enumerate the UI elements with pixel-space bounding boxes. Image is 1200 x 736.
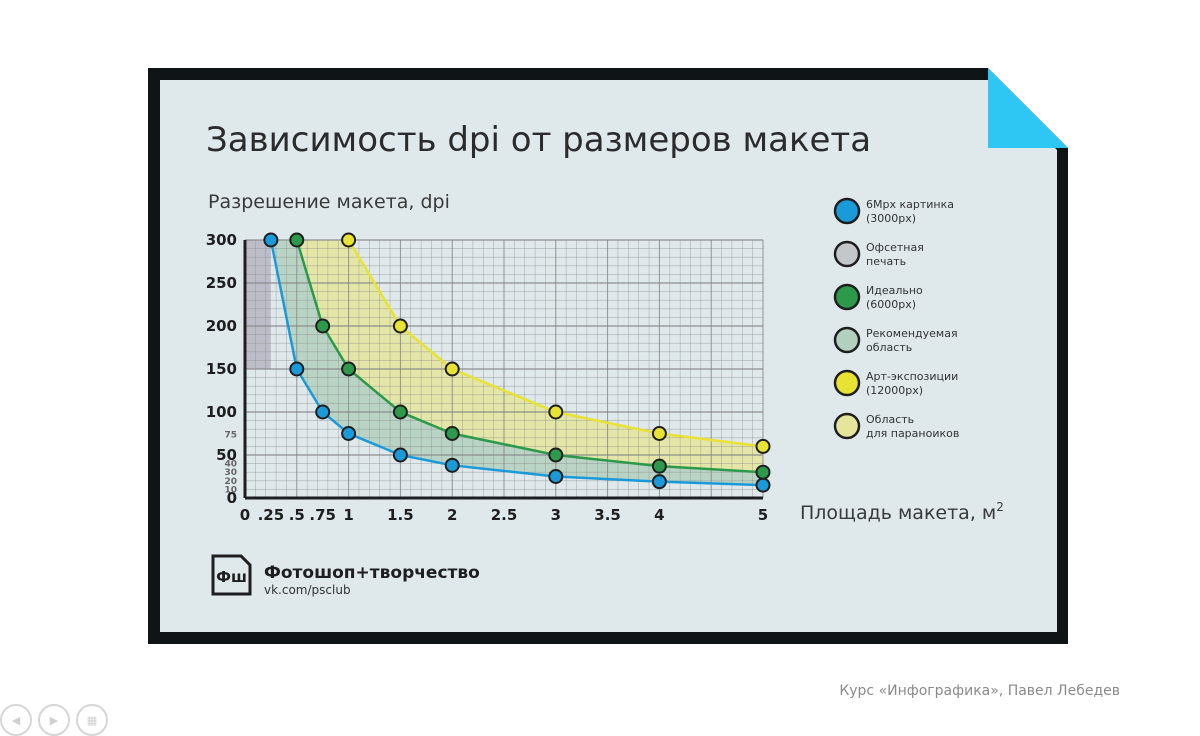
x-tick-label: 2.5: [491, 506, 518, 524]
x-tick-label: 3: [551, 506, 561, 524]
slides-overview-icon[interactable]: ▦: [76, 704, 108, 736]
series-0-point-5: [444, 457, 460, 473]
footer-credit: Курс «Инфографика», Павел Лебедев: [839, 683, 1120, 699]
legend-label-line1: Идеально: [866, 284, 923, 297]
logo-mark-text: Фш: [216, 568, 247, 586]
y-tick-label: 150: [206, 360, 237, 378]
legend-swatch-3: [833, 326, 861, 354]
series-line-1: [295, 239, 764, 474]
legend-label-line2: (12000px): [866, 384, 923, 397]
legend-label-line1: Арт-экспозиции: [866, 370, 958, 383]
legend-label-line2: область: [866, 341, 912, 354]
slide-nav: ◀ ▶ ▦: [0, 704, 108, 736]
chart-title: Зависимость dpi от размеров макета: [206, 120, 871, 160]
series-2-point-2: [444, 361, 460, 377]
series-2-point-3: [548, 404, 564, 420]
chart-axes: [243, 240, 763, 500]
x-axis-label-text: Площадь макета, м: [800, 502, 996, 524]
area-1: [270, 240, 763, 486]
y-tick-label: 0: [227, 489, 237, 507]
legend-swatch-0: [833, 197, 861, 225]
legend-label-line1: Офсетная: [866, 241, 924, 254]
y-tick-label-minor: 30: [224, 468, 237, 478]
legend-label-line2: (3000px): [866, 212, 916, 225]
legend-swatch-2: [833, 283, 861, 311]
legend-label-line1: 6Мрх картинка: [866, 198, 954, 211]
x-axis-label-sup: 2: [996, 500, 1004, 514]
series-0-point-3: [341, 426, 357, 441]
series-0-point-7: [651, 474, 667, 490]
y-tick-label-minor: 20: [224, 477, 237, 487]
series-0-point-8: [755, 477, 771, 493]
series-0-point-6: [548, 469, 564, 484]
y-tick-label: 200: [206, 317, 237, 335]
logo-mark-icon: [211, 554, 252, 596]
series-1-point-6: [651, 458, 667, 474]
logo-name: Фотошоп+творчество: [264, 563, 480, 583]
area-offset-print: [245, 240, 271, 369]
x-tick-label: .75: [309, 506, 336, 524]
logo-url: vk.com/psclub: [264, 583, 351, 597]
x-tick-label: 1.5: [387, 506, 414, 524]
y-tick-label: 50: [216, 446, 237, 464]
prev-slide-icon[interactable]: ◀: [0, 704, 32, 736]
x-axis-label: Площадь макета, м2: [800, 500, 1004, 524]
x-tick-label: 4: [654, 506, 664, 524]
series-1-point-4: [444, 426, 460, 441]
y-tick-label: 100: [206, 403, 237, 421]
x-tick-label: .5: [289, 506, 305, 524]
series-0-point-0: [263, 232, 279, 248]
legend-label-line1: Область: [866, 413, 914, 426]
legend-label-line2: печать: [866, 255, 906, 268]
x-tick-label: 0: [240, 506, 250, 524]
card-background: [160, 80, 1057, 632]
series-2-point-5: [755, 438, 771, 454]
series-line-2: [347, 239, 764, 448]
series-1-point-0: [289, 232, 305, 248]
series-2-point-4: [651, 426, 667, 441]
series-0-point-4: [392, 447, 408, 463]
series-2-point-0: [341, 232, 357, 248]
corner-fold: [988, 68, 1068, 148]
legend-swatch-1: [833, 240, 861, 268]
series-1-point-1: [315, 318, 331, 334]
x-tick-label: 1: [343, 506, 353, 524]
series-2-point-1: [392, 318, 408, 334]
logo: Фш Фотошоп+творчество vk.com/psclub: [211, 554, 480, 597]
chart-series-points: [263, 232, 771, 493]
x-tick-label: 5: [758, 506, 768, 524]
legend-swatch-4: [833, 369, 861, 397]
y-tick-label: 250: [206, 274, 237, 292]
series-1-point-7: [755, 464, 771, 480]
x-tick-label: 3.5: [594, 506, 621, 524]
legend-label-line2: для параноиков: [866, 427, 959, 440]
legend-swatch-5: [833, 412, 861, 440]
y-tick-label-minor: 10: [224, 485, 237, 495]
chart-areas: [245, 240, 763, 486]
legend-label-line1: Рекомендуемая: [866, 327, 958, 340]
series-1-point-5: [548, 447, 564, 463]
series-1-point-3: [392, 404, 408, 420]
x-tick-label: 2: [447, 506, 457, 524]
x-tick-label: .25: [258, 506, 285, 524]
series-1-point-2: [341, 361, 357, 377]
series-0-point-1: [289, 361, 305, 377]
legend-label-line2: (6000px): [866, 298, 916, 311]
area-2: [296, 240, 763, 473]
y-tick-label: 300: [206, 231, 237, 249]
series-0-point-2: [315, 404, 331, 420]
y-axis-label: Разрешение макета, dpi: [208, 191, 450, 213]
next-slide-icon[interactable]: ▶: [38, 704, 70, 736]
y-tick-label-minor: 75: [224, 431, 237, 441]
y-tick-label-minor: 40: [224, 460, 237, 470]
